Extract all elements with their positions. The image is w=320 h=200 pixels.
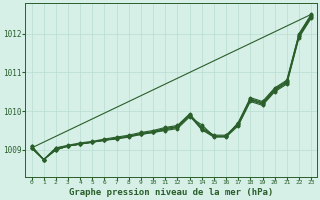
X-axis label: Graphe pression niveau de la mer (hPa): Graphe pression niveau de la mer (hPa)	[69, 188, 274, 197]
